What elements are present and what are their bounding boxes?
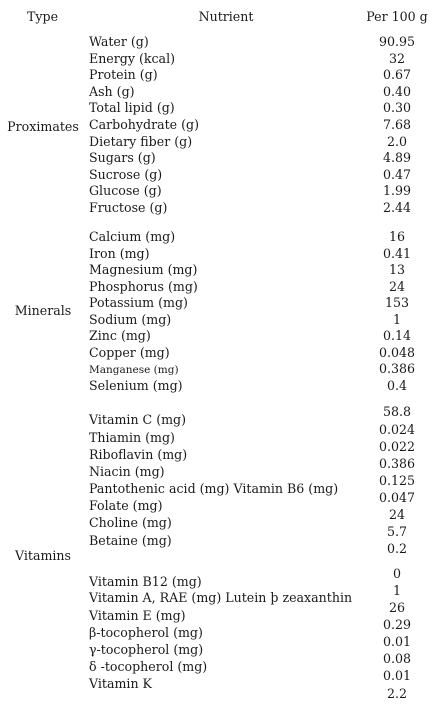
nutrient-name: Riboflavin (mg) [89,447,188,462]
nutrient-name: β-tocopherol (mg) [89,625,203,640]
nutrient-name: Pantothenic acid (mg) Vitamin B6 (mg) [89,481,339,496]
nutrient-value: 2.44 [382,200,412,215]
nutrient-value: 1 [392,311,402,327]
nutrient-value: 13 [388,262,406,277]
nutrient-value: 0.386 [378,361,416,376]
nutrient-name: Phosphorus (mg) [89,278,198,294]
nutrient-name: Vitamin A, RAE (mg) Lutein þ zeaxanthin [89,590,353,605]
nutrient-value: 2.2 [386,686,408,701]
nutrient-name: Sodium (mg) [89,311,172,327]
nutrient-value: 4.89 [382,150,412,166]
nutrient-name: Manganese (mg) [89,363,179,376]
nutrient-value: 0.30 [382,100,412,116]
nutrient-name: Vitamin C (mg) [89,412,187,427]
nutrient-value: 90.95 [378,34,416,49]
nutrient-value: 1 [392,583,402,598]
nutrient-value: 0.022 [378,439,416,454]
nutrient-name: Glucose (g) [89,183,162,199]
nutrient-name: Selenium (mg) [89,377,183,393]
nutrient-name: Choline (mg) [89,515,172,530]
nutrient-value: 2.0 [386,133,408,149]
nutrient-value: 0.41 [382,245,412,261]
nutrient-value: 24 [388,278,406,294]
nutrient-value: 0.01 [382,668,412,683]
nutrient-name: Vitamin K [89,676,152,691]
nutrient-value: 0.047 [378,490,416,505]
header-per-100g: Per 100 g [366,9,428,24]
nutrient-name: Total lipid (g) [89,100,175,116]
nutrient-name: Protein (g) [89,67,158,83]
group-label-minerals: Minerals [14,303,72,318]
header-nutrient: Nutrient [198,9,254,24]
nutrient-name: γ-tocopherol (mg) [89,642,204,657]
nutrient-name: Vitamin B12 (mg) [89,574,202,589]
group-label-vitamins: Vitamins [14,548,72,563]
nutrient-value: 7.68 [382,117,412,132]
nutrient-value: 0.67 [382,67,412,83]
nutrient-name: Betaine (mg) [89,533,172,548]
nutrient-name: Vitamin E (mg) [89,608,186,623]
nutrient-value: 1.99 [382,183,412,199]
nutrient-value: 32 [388,50,406,66]
header-type: Type [27,9,59,24]
nutrient-name: Potassium (mg) [89,295,188,310]
nutrient-value: 26 [388,600,406,615]
nutrient-name: Sucrose (g) [89,166,163,182]
nutrient-value: 5.7 [386,524,408,539]
nutrient-value: 24 [388,507,406,522]
nutrient-name: Iron (mg) [89,245,150,261]
group-label-proximates: Proximates [7,119,79,134]
nutrient-value: 153 [384,295,410,310]
nutrient-value: 0.386 [378,456,416,471]
nutrient-value: 0.024 [378,422,416,437]
nutrient-name: δ -tocopherol (mg) [89,659,208,674]
nutrient-name: Water (g) [89,34,149,49]
nutrient-value: 16 [388,229,406,244]
nutrient-name: Calcium (mg) [89,229,176,244]
nutrient-name: Carbohydrate (g) [89,117,200,132]
nutrient-name: Niacin (mg) [89,464,165,479]
nutrient-value: 0.40 [382,83,412,99]
nutrient-name: Energy (kcal) [89,50,176,66]
nutrient-value: 0.47 [382,166,412,182]
nutrient-value: 0.01 [382,634,412,649]
nutrient-value: 0.14 [382,328,412,343]
nutrient-value: 0.048 [378,344,416,360]
nutrient-name: Sugars (g) [89,150,156,166]
nutrient-value: 0 [392,566,402,581]
nutrient-name: Thiamin (mg) [89,430,175,445]
nutrient-value: 0.125 [378,473,416,488]
nutrient-value: 0.4 [386,377,408,393]
nutrient-value: 0.08 [382,651,412,666]
nutrient-name: Fructose (g) [89,200,168,215]
nutrient-value: 0.29 [382,617,412,632]
nutrient-name: Ash (g) [89,83,135,99]
nutrient-name: Folate (mg) [89,498,163,513]
nutrient-name: Zinc (mg) [89,328,151,343]
nutrient-name: Copper (mg) [89,344,170,360]
nutrient-value: 58.8 [382,404,412,419]
nutrient-value: 0.2 [386,541,408,556]
nutrient-name: Dietary fiber (g) [89,133,193,149]
nutrient-name: Magnesium (mg) [89,262,198,277]
